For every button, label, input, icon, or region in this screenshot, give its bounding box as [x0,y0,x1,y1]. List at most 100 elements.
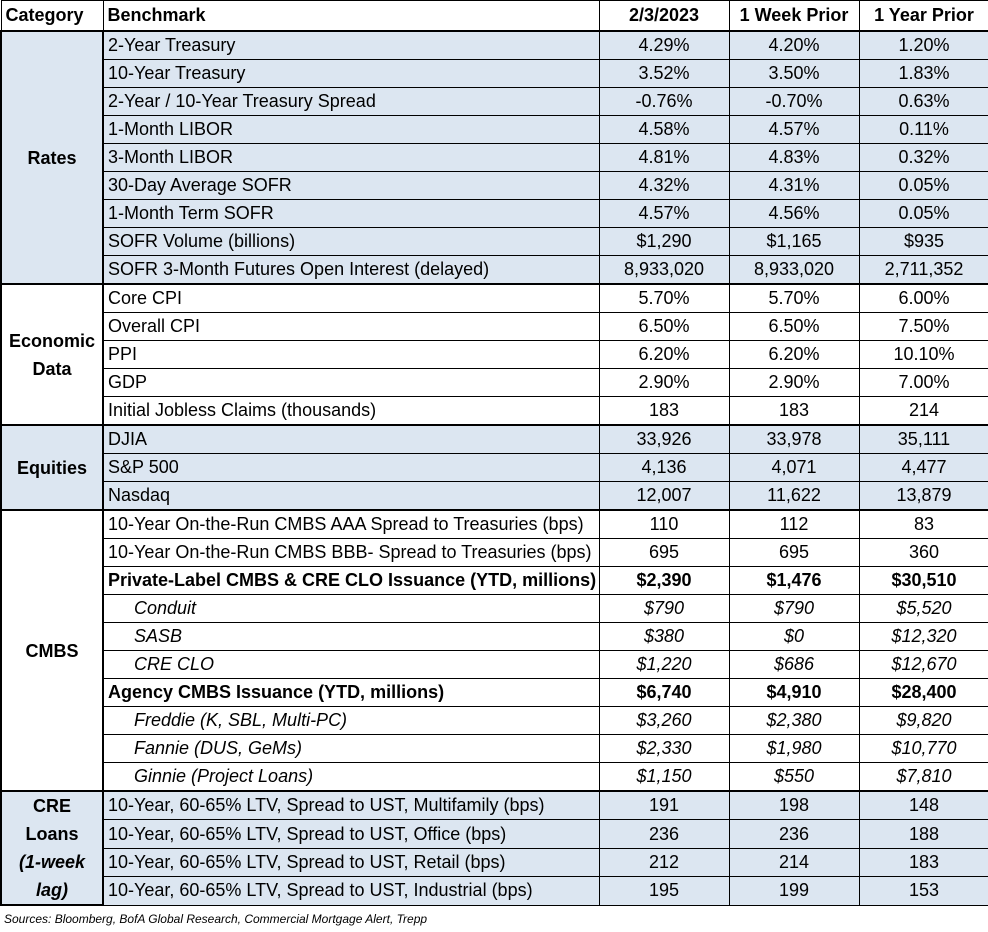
header-row: Category Benchmark 2/3/2023 1 Week Prior 1 Y… [0,0,988,32]
value-cell: 212 [598,847,730,878]
table-row: Initial Jobless Claims (thousands) 183 183… [1,396,988,426]
value-cell: 2.90% [598,368,730,397]
category-cell: CMBS [0,509,104,792]
table-row: Economic Data Core CPI 5.70% 5.70% 6.00% [0,283,988,426]
benchmark-cell: Ginnie (Project Loans) [102,762,600,792]
value-cell: 4.32% [598,171,730,200]
value-cell: $4,910 [728,678,860,707]
value-cell: 183 [858,847,988,878]
table-row: Ginnie (Project Loans) $1,150 $550 $7,810 [1,762,988,792]
value-cell: 8,933,020 [598,255,730,285]
value-cell: $1,980 [728,734,860,763]
value-cell: 4.81% [598,143,730,172]
benchmark-cell: 2-Year Treasury [102,30,600,60]
value-cell: 12,007 [598,481,730,511]
value-cell: 33,926 [598,424,730,454]
value-cell: 4,136 [598,453,730,482]
table-row: PPI 6.20% 6.20% 10.10% [1,340,988,369]
benchmark-cell: SOFR Volume (billions) [102,227,600,256]
data-table: Category Benchmark 2/3/2023 1 Week Prior 1 Y… [0,0,988,906]
value-cell: $28,400 [858,678,988,707]
benchmark-cell: 10-Year, 60-65% LTV, Spread to UST, Reta… [102,847,600,878]
header-cell: Category [0,0,104,32]
benchmark-cell: Initial Jobless Claims (thousands) [102,396,600,426]
category-label: Equities [16,457,87,478]
value-cell: 4.20% [728,30,860,60]
benchmark-cell: Core CPI [102,283,600,313]
table-row: 1-Month LIBOR 4.58% 4.57% 0.11% [1,115,988,144]
table-row: CRE CLO $1,220 $686 $12,670 [1,650,988,679]
value-cell: -0.76% [598,87,730,116]
table-row: 10-Year, 60-65% LTV, Spread to UST, Offi… [1,819,988,849]
table-row: Agency CMBS Issuance (YTD, millions) $6,7… [1,678,988,707]
benchmark-cell: Private-Label CMBS & CRE CLO Issuance (Y… [102,566,600,595]
category-cell: CRE Loans (1-week lag) [0,790,104,906]
category-cell: Economic Data [0,283,104,426]
value-cell: 0.05% [858,199,988,228]
benchmark-cell: Freddie (K, SBL, Multi-PC) [102,706,600,735]
benchmark-cell: 10-Year On-the-Run CMBS AAA Spread to Tr… [102,509,600,539]
table-row: CMBS 10-Year On-the-Run CMBS AAA Spread t… [0,509,988,792]
value-cell: 0.11% [858,115,988,144]
table-row: Rates 2-Year Treasury 4.29% 4.20% 1.20% [0,30,988,285]
header-cell: Benchmark [102,0,600,32]
value-cell: $790 [598,594,730,623]
value-cell: $380 [598,622,730,651]
value-cell: 6.20% [598,340,730,369]
value-cell: 6.20% [728,340,860,369]
value-cell: 360 [858,538,988,567]
value-cell: 1.83% [858,59,988,88]
table-row: Freddie (K, SBL, Multi-PC) $3,260 $2,380 $9… [1,706,988,735]
value-cell: $935 [858,227,988,256]
table-row: 10-Year, 60-65% LTV, Spread to UST, Indu… [1,876,988,906]
value-cell: $7,810 [858,762,988,792]
value-cell: $2,390 [598,566,730,595]
benchmark-cell: Fannie (DUS, GeMs) [102,734,600,763]
category-label: Economic Data [8,330,96,379]
category-note: (1-week lag) [18,852,86,900]
header-cell: 2/3/2023 [598,0,730,32]
value-cell: 4.29% [598,30,730,60]
value-cell: $550 [728,762,860,792]
value-cell: 7.00% [858,368,988,397]
value-cell: 110 [598,509,730,539]
value-cell: 4.58% [598,115,730,144]
value-cell: $1,150 [598,762,730,792]
benchmark-cell: Nasdaq [102,481,600,511]
header-cell: 1 Year Prior [858,0,988,32]
sources-note: Sources: Bloomberg, BofA Global Research… [4,912,428,926]
value-cell: $5,520 [858,594,988,623]
benchmark-cell: 1-Month Term SOFR [102,199,600,228]
header-cell: 1 Week Prior [728,0,860,32]
value-cell: 195 [598,876,730,906]
value-cell: 0.63% [858,87,988,116]
value-cell: 183 [728,396,860,426]
value-cell: 4.31% [728,171,860,200]
value-cell: 695 [728,538,860,567]
table-row: Overall CPI 6.50% 6.50% 7.50% [1,312,988,341]
value-cell: $12,320 [858,622,988,651]
value-cell: $2,330 [598,734,730,763]
benchmark-cell: 10-Year, 60-65% LTV, Spread to UST, Mult… [102,790,600,821]
value-cell: 236 [728,819,860,849]
table-row: Fannie (DUS, GeMs) $2,330 $1,980 $10,770 [1,734,988,763]
table-row: 3-Month LIBOR 4.81% 4.83% 0.32% [1,143,988,172]
table-row: Equities DJIA 33,926 33,978 35,111 [0,424,988,511]
benchmark-cell: 10-Year Treasury [102,59,600,88]
value-cell: 5.70% [728,283,860,313]
value-cell: $10,770 [858,734,988,763]
value-cell: 7.50% [858,312,988,341]
value-cell: $6,740 [598,678,730,707]
table-row: SOFR 3-Month Futures Open Interest (dela… [1,255,988,285]
value-cell: 1.20% [858,30,988,60]
value-cell: 3.50% [728,59,860,88]
table-row: Nasdaq 12,007 11,622 13,879 [1,481,988,511]
value-cell: 11,622 [728,481,860,511]
table-row: 30-Day Average SOFR 4.32% 4.31% 0.05% [1,171,988,200]
category-label: Rates [27,147,77,168]
benchmark-cell: SASB [102,622,600,651]
benchmark-cell: DJIA [102,424,600,454]
benchmark-cell: 10-Year, 60-65% LTV, Spread to UST, Offi… [102,819,600,849]
value-cell: 6.50% [728,312,860,341]
